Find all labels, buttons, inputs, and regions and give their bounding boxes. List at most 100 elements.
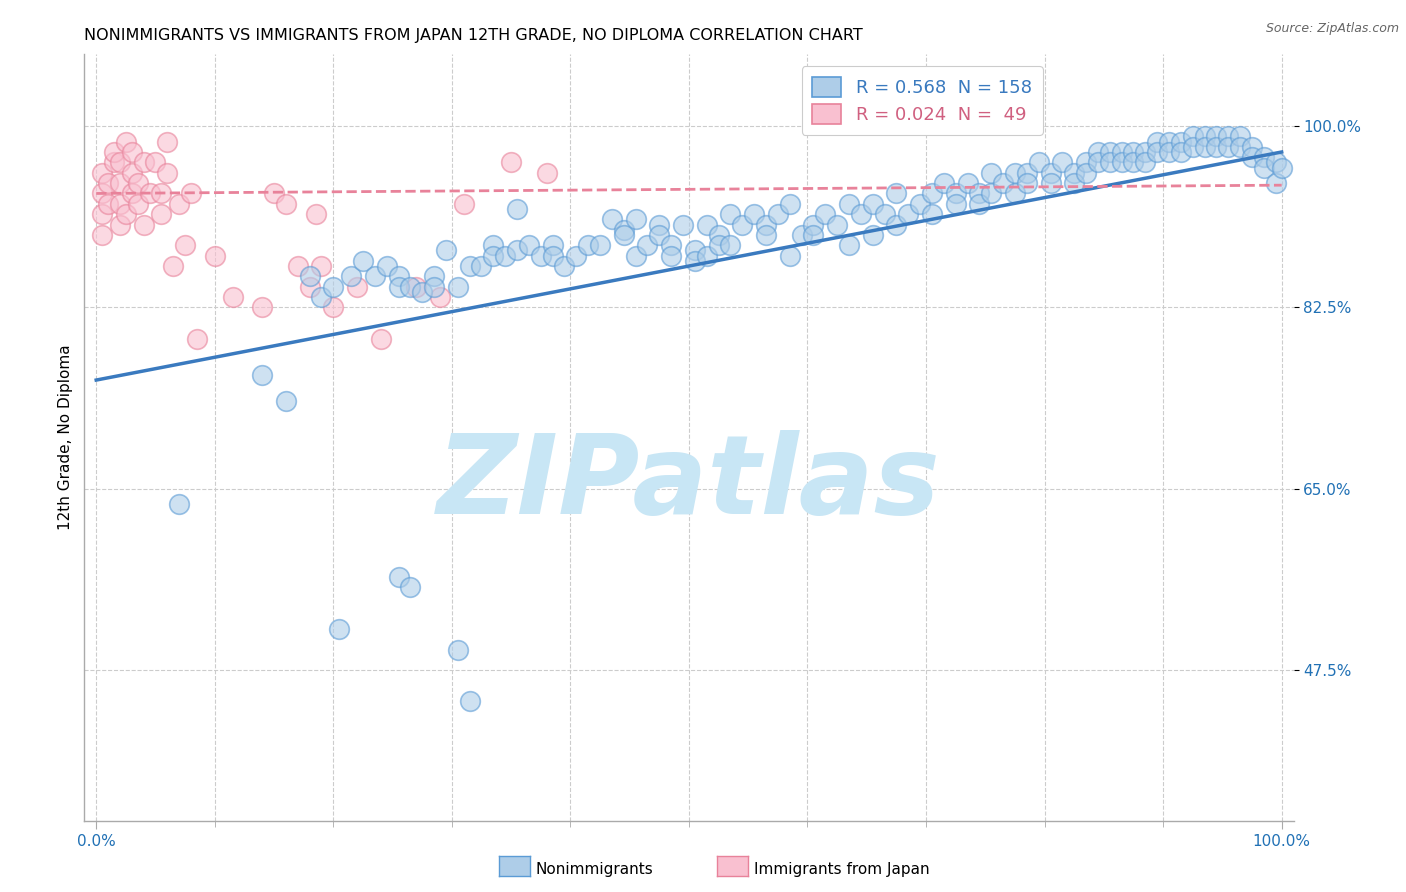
Text: Immigrants from Japan: Immigrants from Japan [754, 863, 929, 877]
Point [1194, 140, 1216, 154]
Point [204, 249, 226, 263]
Point [91, 227, 114, 242]
Point [766, 207, 789, 221]
Point [132, 218, 155, 232]
Point [298, 269, 321, 284]
Point [624, 212, 647, 227]
Point [1074, 155, 1097, 169]
Point [696, 249, 718, 263]
Point [506, 244, 529, 258]
Point [886, 218, 908, 232]
Point [494, 249, 516, 263]
Point [322, 279, 344, 293]
Point [838, 197, 860, 211]
Point [945, 197, 967, 211]
Point [387, 269, 409, 284]
Point [138, 186, 160, 201]
Point [162, 259, 184, 273]
Point [849, 207, 872, 221]
Point [696, 218, 718, 232]
Point [803, 218, 825, 232]
Point [250, 368, 273, 382]
Point [814, 207, 837, 221]
Point [375, 259, 398, 273]
Point [1098, 155, 1121, 169]
Point [250, 301, 273, 315]
Point [613, 223, 636, 237]
Point [434, 244, 457, 258]
Point [779, 249, 801, 263]
Point [1111, 155, 1133, 169]
Text: NONIMMIGRANTS VS IMMIGRANTS FROM JAPAN 12TH GRADE, NO DIPLOMA CORRELATION CHART: NONIMMIGRANTS VS IMMIGRANTS FROM JAPAN 1… [84, 28, 863, 43]
Point [683, 253, 706, 268]
Point [298, 279, 321, 293]
Point [429, 290, 451, 304]
Point [180, 186, 202, 201]
Point [969, 197, 991, 211]
Point [97, 176, 120, 190]
Point [103, 155, 125, 169]
Point [873, 207, 896, 221]
Point [908, 197, 931, 211]
Text: Source: ZipAtlas.com: Source: ZipAtlas.com [1265, 22, 1399, 36]
Point [1135, 145, 1157, 159]
Point [589, 238, 612, 252]
Point [1271, 161, 1294, 175]
Point [263, 186, 285, 201]
Point [1205, 129, 1227, 144]
Point [328, 622, 350, 636]
Point [399, 581, 422, 595]
Point [1229, 140, 1251, 154]
Y-axis label: 12th Grade, No Diploma: 12th Grade, No Diploma [58, 344, 73, 530]
Point [97, 197, 120, 211]
Point [453, 197, 475, 211]
Point [1015, 166, 1038, 180]
Point [1063, 166, 1085, 180]
Point [108, 176, 131, 190]
Point [1146, 135, 1168, 149]
Point [600, 212, 623, 227]
Point [1039, 166, 1062, 180]
Point [1181, 140, 1204, 154]
Point [399, 279, 422, 293]
Point [779, 197, 801, 211]
Point [838, 238, 860, 252]
Point [405, 279, 427, 293]
Point [156, 166, 179, 180]
Point [897, 207, 920, 221]
Point [352, 253, 374, 268]
Point [980, 186, 1002, 201]
Point [1087, 145, 1109, 159]
Point [742, 207, 765, 221]
Point [1253, 150, 1275, 164]
Point [108, 218, 131, 232]
Point [790, 227, 813, 242]
Point [156, 135, 179, 149]
Point [1015, 176, 1038, 190]
Point [167, 498, 190, 512]
Point [1264, 155, 1286, 169]
Point [447, 642, 470, 657]
Point [636, 238, 658, 252]
Point [311, 259, 333, 273]
Point [1240, 140, 1263, 154]
Point [731, 218, 754, 232]
Point [370, 332, 392, 346]
Point [274, 197, 297, 211]
Point [1240, 150, 1263, 164]
Point [613, 227, 636, 242]
Point [1135, 155, 1157, 169]
Point [115, 135, 138, 149]
Point [411, 285, 433, 299]
Point [340, 269, 363, 284]
Point [565, 249, 588, 263]
Point [127, 197, 149, 211]
Point [108, 197, 131, 211]
Point [1063, 176, 1085, 190]
Point [346, 279, 368, 293]
Point [447, 279, 470, 293]
Point [886, 186, 908, 201]
Point [287, 259, 309, 273]
Point [1218, 140, 1240, 154]
Point [482, 238, 505, 252]
